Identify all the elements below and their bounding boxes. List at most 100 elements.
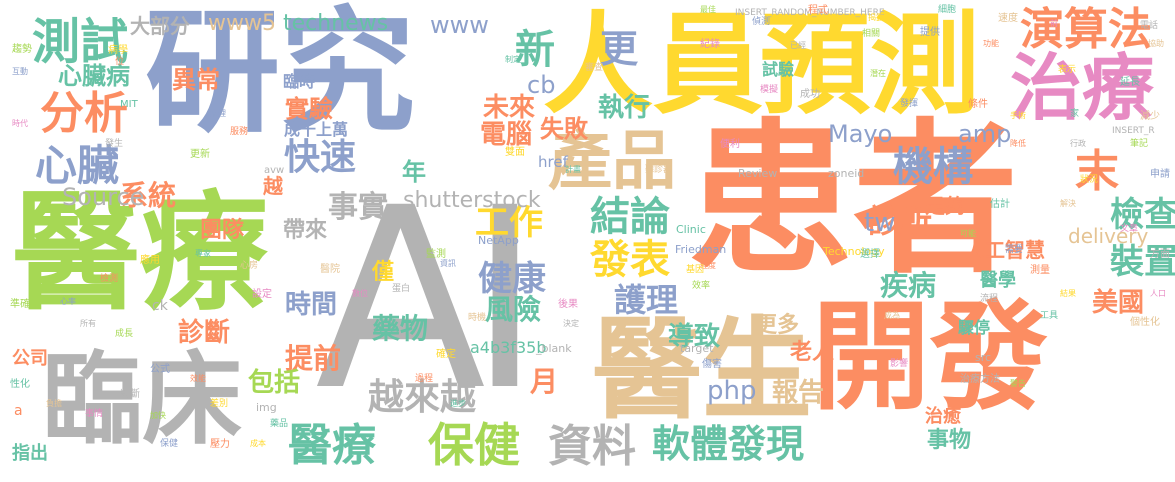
word-treatment: 治療	[1010, 46, 1155, 130]
small-word: 影響	[890, 359, 909, 369]
word-src: src	[975, 351, 992, 364]
small-word: 成功	[800, 89, 820, 100]
word-disease: 疾病	[880, 269, 937, 302]
small-word: 人口	[1150, 289, 1166, 298]
small-word: 降低	[1010, 139, 1026, 148]
word-fact: 事實	[328, 190, 388, 225]
small-word: 家	[1070, 109, 1080, 119]
small-word: 紀錄	[700, 39, 720, 50]
word-ai: AI	[315, 154, 542, 445]
small-word: 潛在	[870, 69, 886, 78]
word-doctor: 醫生	[592, 306, 812, 434]
small-word: 模擬	[760, 85, 779, 95]
small-word: 過程	[415, 374, 434, 384]
small-word: 心率	[60, 297, 76, 306]
small-word: 藥品	[270, 419, 289, 429]
word-predict: 預測	[760, 1, 980, 129]
small-word: 時代	[12, 119, 28, 128]
small-word: 效率	[692, 281, 711, 291]
word-healthcare: 保健	[428, 418, 520, 472]
small-word: 測量	[1030, 265, 1050, 276]
small-word: 蛋白	[392, 284, 411, 294]
word-img: img	[256, 401, 277, 414]
small-word: 壓力	[210, 439, 230, 450]
word-insert-random: INSERT_RANDOM_NUMBER_HERE	[735, 8, 885, 18]
word-system: 系統	[120, 179, 177, 212]
word-a: a	[14, 403, 23, 419]
word-clinical: 臨床	[42, 341, 242, 458]
small-word: 後果	[558, 299, 578, 310]
word-new: 新	[515, 27, 555, 73]
word-computer: 電腦	[480, 120, 533, 150]
small-word: 便利	[720, 139, 740, 150]
word-more-many: 更多	[755, 313, 800, 338]
small-word: 時機	[468, 313, 487, 323]
word-team: 團隊	[200, 218, 245, 243]
word-research: 研究	[145, 0, 415, 151]
small-word: 確定	[436, 349, 456, 360]
word-clinic-en: Clinic	[676, 223, 706, 236]
small-word: 申請	[1150, 169, 1170, 180]
small-word: 檢測	[100, 274, 119, 284]
word-company: 公司	[12, 348, 48, 369]
small-word: 程式	[808, 5, 828, 16]
word-majority: 大部分	[130, 14, 190, 38]
word-drug: 藥物	[372, 312, 429, 345]
word-only: 僅	[372, 260, 395, 285]
word-fast: 快速	[284, 137, 357, 178]
small-word: 已經	[790, 41, 806, 50]
small-word: 速度	[998, 13, 1018, 24]
word-medicine: 醫學	[980, 270, 1016, 291]
word-friedman: Friedman	[675, 243, 727, 256]
word-avw: avw	[264, 165, 285, 176]
small-word: 趨勢	[12, 44, 32, 55]
word-develop: 開發	[812, 288, 1049, 426]
word-product: 產品	[548, 125, 676, 199]
small-word: 狀況	[1080, 175, 1099, 185]
word-zoneid: zoneid	[828, 167, 865, 180]
small-word: 條件	[968, 99, 988, 110]
word-month: 月	[530, 365, 559, 398]
word-heart-disease: 心臟病	[58, 62, 130, 90]
small-word: 病理	[210, 109, 226, 118]
word-www: www	[430, 11, 489, 39]
small-word: 負擔	[46, 399, 62, 408]
word-lead-to: 導致	[668, 322, 721, 352]
word-risk: 風險	[485, 293, 542, 326]
word-elderly: 老人	[790, 340, 835, 365]
word-conclusion: 結論	[590, 194, 670, 240]
word-work: 工作	[475, 203, 543, 243]
word-institution: 機構	[893, 144, 973, 190]
small-word: 判斷	[120, 389, 140, 400]
word-source: Source	[62, 183, 145, 211]
word-discover: 發現	[728, 422, 805, 466]
small-word: 心房	[240, 261, 259, 271]
word-cure: 治癒	[925, 406, 961, 427]
small-word: 保健	[160, 439, 179, 449]
word-technology: Technology	[823, 245, 885, 258]
word-php: php	[707, 376, 757, 406]
word-personnel: 人員	[543, 1, 763, 129]
word-hash: a4b3f35b	[470, 338, 547, 357]
small-word: 程度	[700, 261, 716, 270]
small-word: 需要	[1005, 245, 1024, 255]
word-clinic: 診所	[868, 202, 933, 240]
small-word: 細胞	[938, 5, 957, 15]
small-word: 延長	[1120, 77, 1140, 88]
word-delivery: delivery	[1068, 224, 1149, 248]
word-future: 未來	[483, 93, 536, 123]
small-word: 相關	[862, 29, 881, 39]
word-diagnosis: 診斷	[178, 318, 231, 348]
small-word: 功能	[983, 39, 999, 48]
word-ai-ai: 人工智慧	[965, 238, 1045, 262]
small-word: 病學	[108, 45, 128, 56]
word-health: 健康	[478, 259, 546, 299]
word-tw: tw	[864, 208, 896, 238]
word-target: target	[680, 342, 714, 355]
word-shutterstock: shutterstock	[403, 188, 541, 213]
small-word: 更新	[190, 149, 210, 160]
small-word: 應用	[140, 255, 160, 266]
small-word: 醫院	[320, 264, 340, 275]
word-nursing: 護理	[614, 281, 679, 319]
small-word: 進步	[450, 399, 466, 408]
